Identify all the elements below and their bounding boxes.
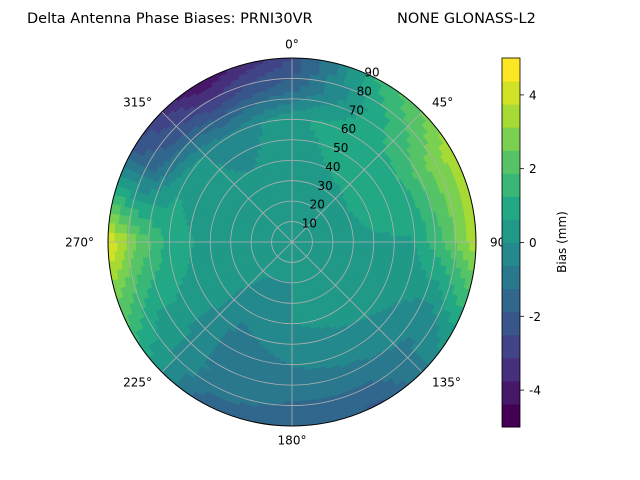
chart-title-left: Delta Antenna Phase Biases: PRNI30VR — [27, 11, 313, 27]
bias-contour-field — [108, 58, 476, 426]
chart-title-right: NONE GLONASS-L2 — [397, 11, 536, 27]
